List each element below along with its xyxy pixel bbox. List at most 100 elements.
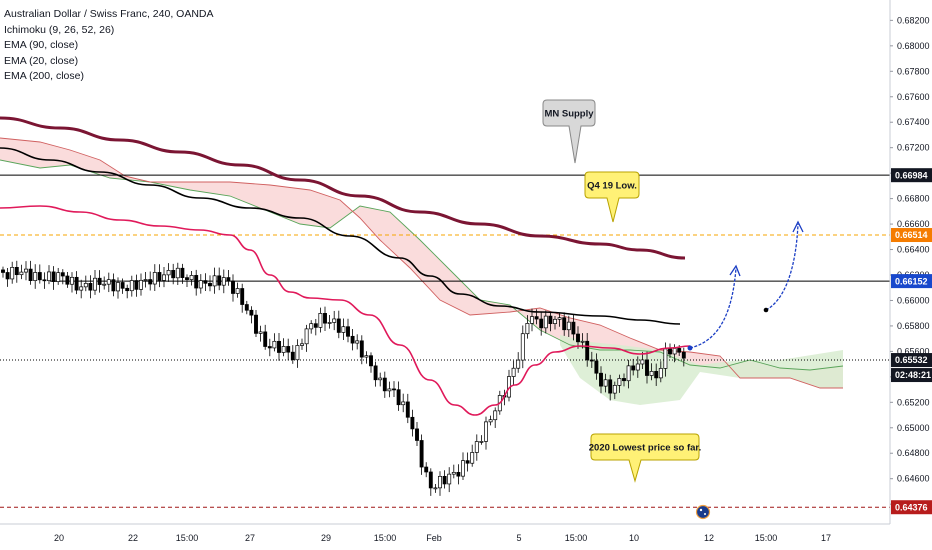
candle-body (341, 326, 346, 333)
candle-body (47, 271, 51, 282)
price-level-badge[interactable]: 0.65532 (891, 353, 932, 368)
callout-mn-supply[interactable]: MN Supply (542, 99, 596, 164)
candle (70, 272, 74, 293)
indicator-ichimoku[interactable]: Ichimoku (9, 26, 52, 26) (4, 23, 115, 36)
candlesticks (1, 260, 686, 496)
senkou-span-a (0, 159, 844, 371)
price-level-badge-bg (891, 353, 932, 368)
flag-star (699, 508, 703, 512)
candle-body (484, 421, 488, 442)
price-tick-label: 0.68200 (897, 15, 930, 25)
candle-body (589, 359, 594, 362)
candle-body (516, 359, 521, 369)
candle-body (33, 272, 38, 281)
price-level-badge-bg (891, 500, 932, 515)
price-level-badge-bg (891, 168, 932, 183)
candle (359, 335, 364, 365)
candle (244, 300, 249, 315)
candle-body (672, 348, 677, 355)
candle-body (313, 323, 318, 328)
candle-body (617, 378, 622, 386)
candle-body (254, 314, 258, 334)
candle (277, 333, 281, 361)
price-tick-label: 0.66800 (897, 194, 930, 204)
candle-body (97, 277, 102, 285)
candle-body (212, 275, 217, 287)
candle (56, 267, 61, 285)
candle (42, 272, 47, 289)
candle (185, 274, 189, 288)
price-tick-label: 0.65600 (897, 346, 930, 356)
candle (649, 363, 654, 381)
candle (300, 338, 304, 350)
candle (507, 369, 511, 402)
flag-star-2 (704, 513, 706, 515)
candle (516, 352, 521, 373)
callout-q4-19-low[interactable]: Q4 19 Low. (584, 171, 640, 223)
candle (235, 282, 240, 298)
candle-body (152, 272, 157, 285)
candle-body (566, 321, 571, 331)
candle-body (645, 359, 649, 376)
price-level-badge[interactable]: 0.66984 (891, 168, 932, 183)
candle-body (240, 288, 245, 305)
candle (346, 318, 350, 343)
candle-body (263, 331, 268, 347)
candle-body (65, 275, 70, 285)
candle-body (10, 266, 15, 280)
candle-body (378, 377, 383, 381)
candle (465, 452, 470, 472)
candle-body (267, 346, 272, 349)
annotations: MN Supply Q4 19 Low. 2020 Lowest price so … (542, 99, 701, 483)
indicator-ema-20[interactable]: EMA (20, close) (4, 54, 79, 67)
candle-body (401, 401, 406, 406)
candle-body (608, 379, 613, 394)
candle (631, 358, 636, 376)
candle-body (226, 277, 231, 282)
candle (658, 361, 663, 383)
candle (93, 269, 97, 295)
candle (511, 360, 516, 385)
callout-2020-low[interactable]: 2020 Lowest price so far. (589, 433, 701, 483)
candle (373, 361, 378, 387)
candle (24, 261, 28, 281)
candle-body (635, 363, 640, 371)
indicator-ema-90[interactable]: EMA (90, close) (4, 39, 79, 51)
candle-body (525, 323, 530, 335)
candle-body (175, 267, 180, 279)
candle-body (479, 441, 484, 443)
price-level-badge[interactable]: 0.66152 (891, 274, 932, 289)
candle (152, 264, 157, 291)
candle-body (286, 346, 291, 353)
candle-body (281, 346, 286, 353)
candle-body (631, 365, 636, 371)
price-level-badge[interactable]: 0.64376 (891, 500, 932, 515)
candle (622, 373, 626, 387)
candle-body (143, 279, 148, 281)
candle-body (1, 269, 5, 273)
candle-body (571, 321, 576, 335)
price-level-badge[interactable]: 0.66514 (891, 228, 932, 243)
price-level-badge-label: 0.66152 (895, 276, 928, 286)
candle (171, 263, 176, 285)
candle-body (562, 317, 567, 331)
candle (484, 416, 488, 450)
candle-body (364, 355, 369, 358)
candle-body (304, 328, 309, 345)
price-tick-label: 0.66000 (897, 295, 930, 305)
candle-body (543, 315, 548, 329)
candle (60, 269, 65, 285)
flag-circle (695, 504, 711, 520)
candle (102, 276, 107, 290)
price-level-lines (0, 174, 890, 508)
candle (313, 318, 318, 336)
candle-body (318, 313, 323, 328)
candle-body (19, 271, 24, 276)
candle (189, 271, 194, 286)
candle-body (37, 272, 42, 281)
candle-body (327, 322, 332, 324)
indicator-ema-200[interactable]: EMA (200, close) (4, 70, 84, 82)
candle (530, 308, 534, 332)
countdown-badge: 02:48:21 (891, 368, 932, 383)
